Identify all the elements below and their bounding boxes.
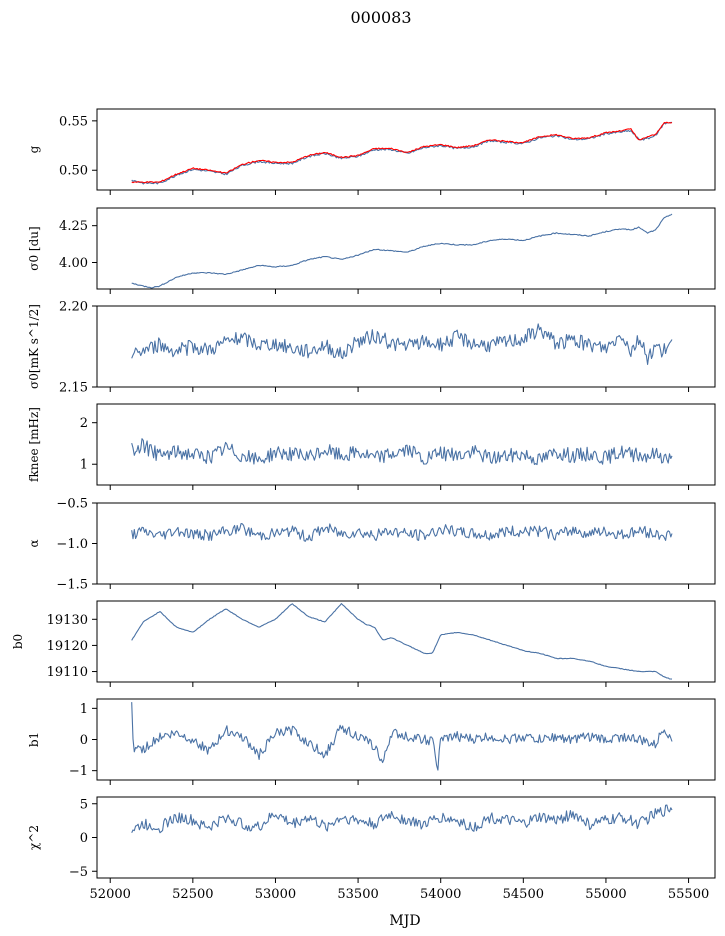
y-tick-label-fknee: 2 [80, 416, 88, 431]
y-tick-label-b1: 0 [80, 733, 88, 748]
panel-frame-sigma0_mK [96, 305, 716, 388]
panel-b0: 19110 19120 19130 b0 [11, 600, 716, 687]
y-axis-label-b1: b1 [27, 732, 41, 747]
y-tick-label-chi2: 5 [80, 797, 88, 812]
y-axis-label-alpha: α [27, 539, 41, 547]
y-axis-label-sigma0_mK: σ0[mK s^1/2] [27, 304, 41, 389]
series-sigma0_mK [131, 323, 673, 365]
panel-frame-alpha [96, 502, 716, 585]
x-tick-label: 53000 [255, 887, 296, 902]
series-fknee [131, 438, 673, 466]
x-tick-label: 55000 [585, 887, 626, 902]
y-tick-label-sigma0_du: 4.25 [59, 219, 88, 234]
panel-b1: −1 0 1 b1 [27, 698, 716, 785]
series-g-overlay [131, 121, 673, 184]
panel-frame-sigma0_du [96, 207, 716, 290]
y-tick-label-b0: 19130 [47, 613, 88, 628]
series-b1 [131, 702, 673, 771]
y-tick-label-b1: −1 [69, 764, 88, 779]
series-chi2 [131, 804, 673, 834]
y-tick-label-sigma0_mK: 2.15 [59, 381, 88, 396]
panel-sigma0_mK: 2.15 2.20 σ0[mK s^1/2] [27, 300, 716, 396]
panel-chi2: −5 0 5 χ^2 52000 52500 53000 53500 54000 54500 550… [27, 796, 716, 902]
y-tick-label-g: 0.55 [59, 114, 88, 129]
y-axis-label-b0: b0 [11, 634, 25, 649]
x-tick-label: 55500 [668, 887, 709, 902]
panel-frame-chi2 [96, 796, 716, 879]
panel-frame-fknee [96, 403, 716, 486]
y-axis-label-fknee: fknee [mHz] [27, 407, 41, 482]
y-tick-label-alpha: −1.5 [56, 578, 88, 593]
panel-frame-g [96, 108, 716, 191]
y-tick-label-chi2: 0 [80, 831, 88, 846]
series-alpha [131, 522, 673, 542]
panel-alpha: −1.5 −1.0 −0.5 α [27, 497, 716, 593]
series-sigma0_du [131, 213, 673, 289]
panel-g: 0.50 0.55 g [27, 108, 716, 195]
x-tick-label: 54000 [420, 887, 461, 902]
y-axis-label-sigma0_du: σ0 [du] [27, 226, 41, 270]
series-g [131, 121, 672, 185]
figure-title: 000083 [350, 8, 411, 27]
y-tick-label-sigma0_du: 4.00 [59, 256, 88, 271]
y-tick-label-g: 0.50 [59, 164, 88, 179]
y-tick-label-alpha: −1.0 [56, 537, 88, 552]
y-tick-label-sigma0_mK: 2.20 [59, 300, 88, 315]
panels: 0.50 0.55 g 4.00 4.25 σ0 [du] 2.15 2.20 σ0[mK s^… [11, 108, 716, 902]
x-tick-label: 53500 [337, 887, 378, 902]
x-tick-label: 52500 [172, 887, 213, 902]
x-tick-label: 52000 [90, 887, 131, 902]
y-tick-label-b0: 19110 [47, 665, 88, 680]
y-axis-label-chi2: χ^2 [27, 825, 41, 850]
y-axis-label-g: g [27, 145, 41, 153]
panel-frame-b0 [96, 600, 716, 683]
x-axis-label: MJD [389, 913, 420, 929]
x-tick-label: 54500 [503, 887, 544, 902]
series-b0 [131, 603, 673, 680]
y-tick-label-chi2: −5 [69, 865, 88, 880]
y-tick-label-b1: 1 [80, 702, 88, 717]
y-tick-label-fknee: 1 [80, 458, 88, 473]
y-tick-label-alpha: −0.5 [56, 497, 88, 512]
panel-fknee: 1 2 fknee [mHz] [27, 403, 716, 490]
panel-sigma0_du: 4.00 4.25 σ0 [du] [27, 207, 716, 294]
y-tick-label-b0: 19120 [47, 639, 88, 654]
